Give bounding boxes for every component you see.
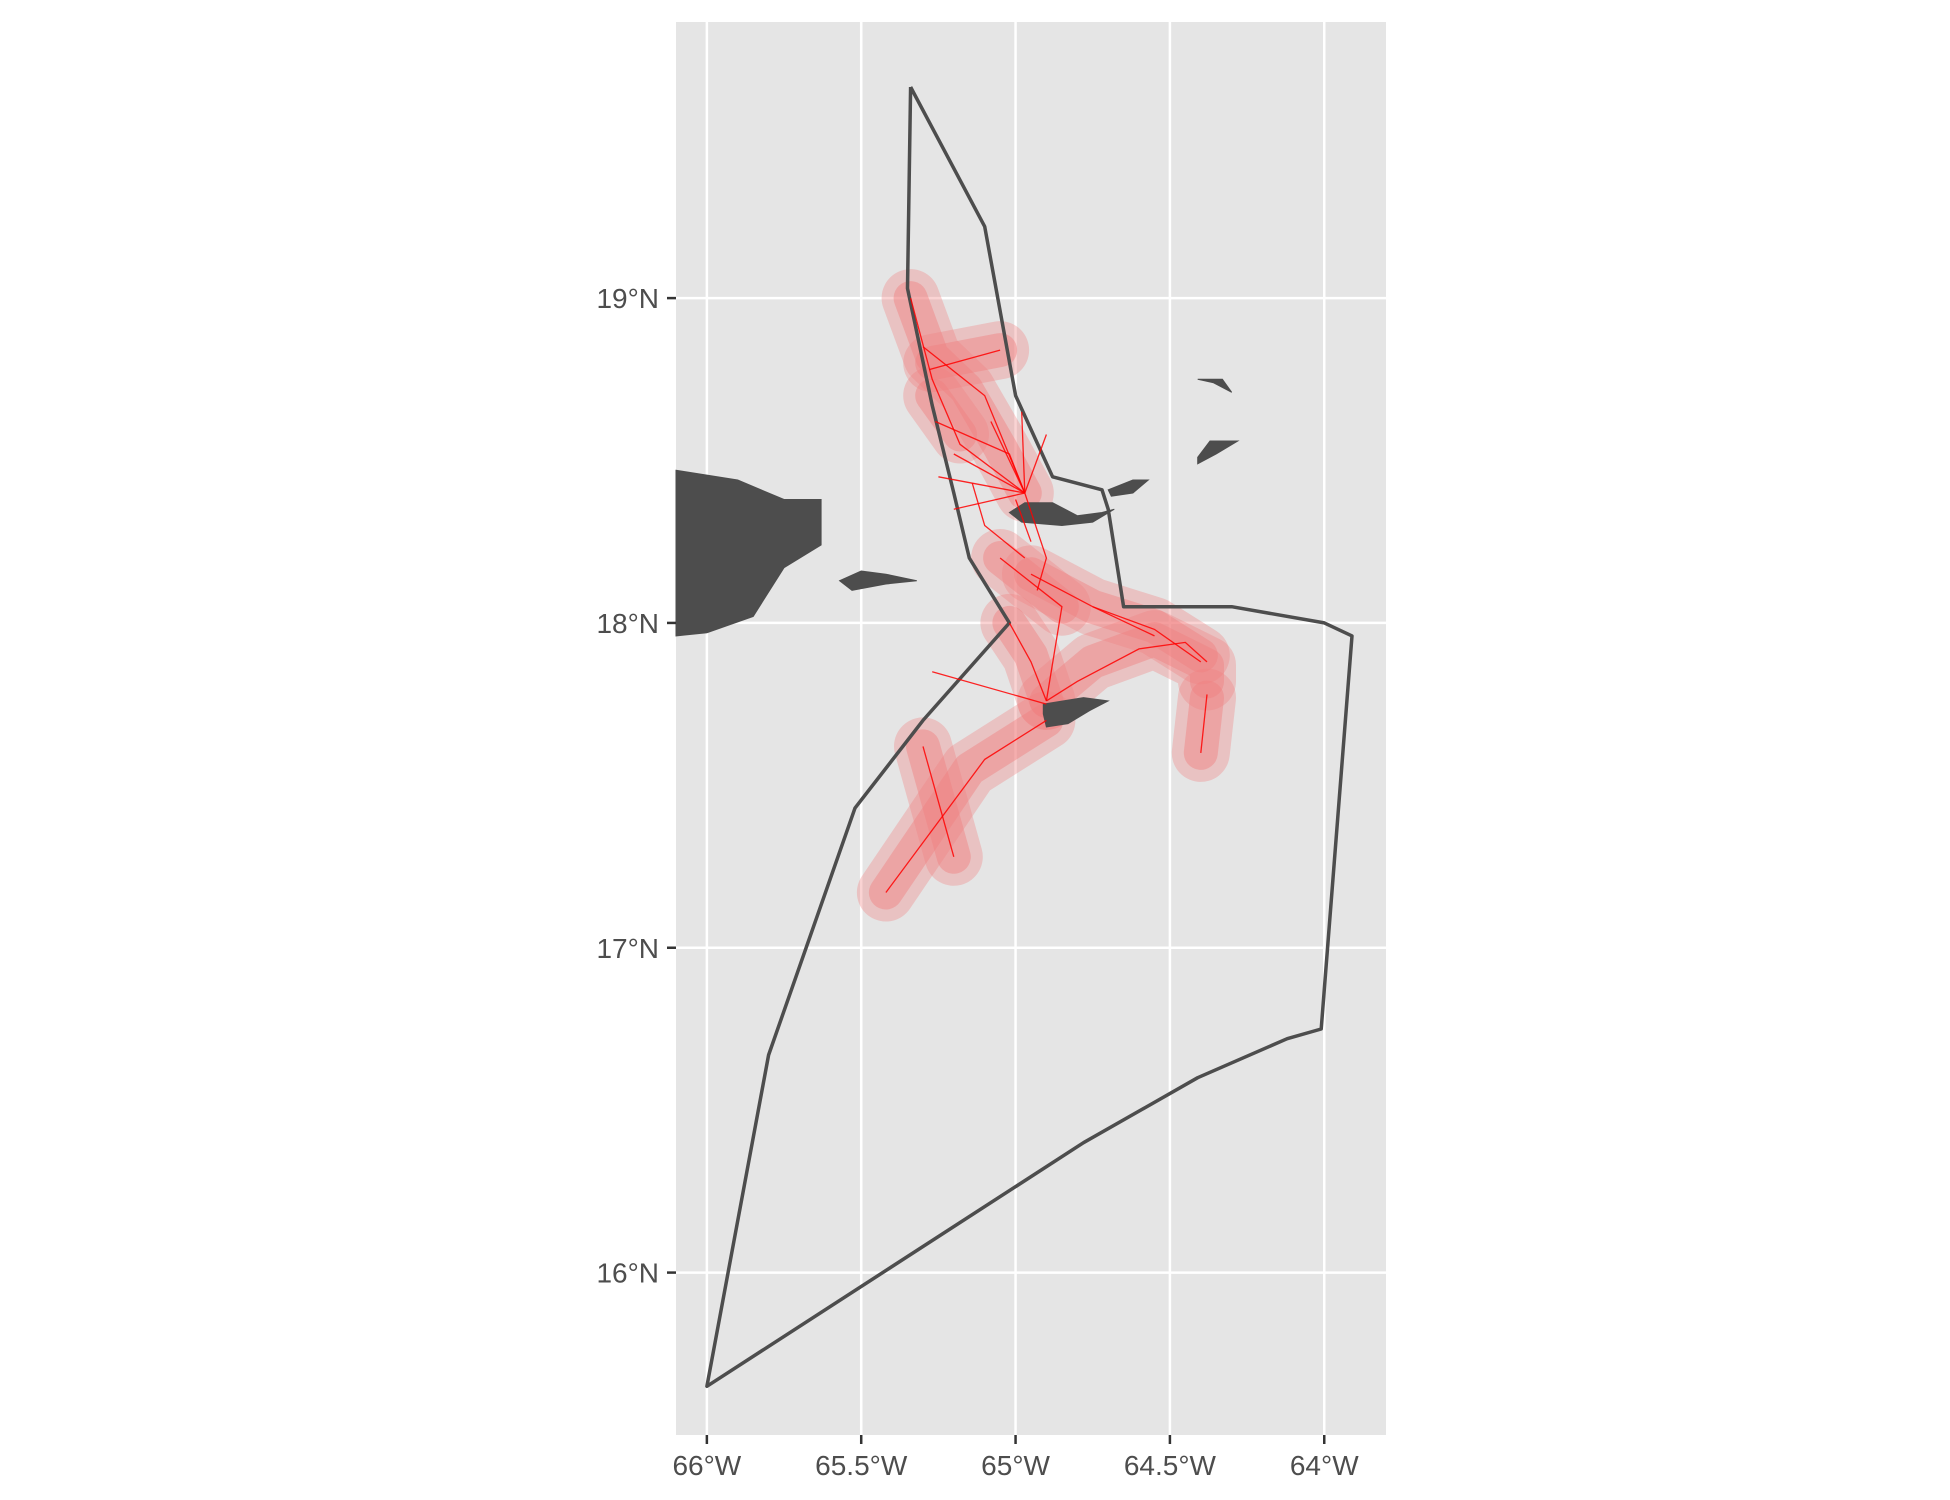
route-line-5 xyxy=(938,476,1025,494)
buffer-zone-inner-4 xyxy=(1029,622,1224,718)
buffer-zone-outer-2 xyxy=(903,366,989,464)
y-tick-label-3: 19°N xyxy=(596,283,659,314)
route-line-11 xyxy=(1014,499,1032,542)
x-tick-label-2: 65°W xyxy=(981,1450,1050,1481)
route-line-18 xyxy=(885,719,1047,893)
x-tick-label-4: 64°W xyxy=(1290,1450,1359,1481)
land-mass-5 xyxy=(1197,440,1240,465)
map-panel-background xyxy=(676,22,1386,1435)
land-mass-0 xyxy=(675,469,822,637)
axes: 66°W 65.5°W 65°W 64.5°W 64°W 16°N 17°N 18°N 19°N xyxy=(596,283,1359,1481)
route-line-16 xyxy=(1030,573,1202,663)
buffer-zone-outer-3 xyxy=(980,593,1076,730)
route-line-6 xyxy=(953,492,1025,510)
route-line-13 xyxy=(1008,622,1048,702)
land-mass-4 xyxy=(1107,479,1150,497)
y-tick-label-2: 18°N xyxy=(596,608,659,639)
route-line-8 xyxy=(1021,411,1026,494)
route-line-7 xyxy=(990,421,1026,494)
route-line-19 xyxy=(922,746,955,857)
x-tick-label-3: 64.5°W xyxy=(1124,1450,1217,1481)
buffer-zone-outer-1 xyxy=(903,321,1030,393)
graticule-grid xyxy=(676,22,1386,1435)
route-line-20 xyxy=(932,671,1047,705)
route-line-21 xyxy=(1200,694,1208,753)
x-tick-label-0: 66°W xyxy=(672,1450,741,1481)
route-line-15 xyxy=(1046,641,1208,702)
y-tick-label-0: 16°N xyxy=(596,1258,659,1289)
buffer-zone-inner-2 xyxy=(915,378,977,452)
boundary-outline xyxy=(705,86,1354,1389)
route-line-12 xyxy=(971,483,1026,559)
route-line-1 xyxy=(928,349,1001,371)
route-line-17 xyxy=(1092,606,1155,637)
y-tick-label-1: 17°N xyxy=(596,933,659,964)
land-masses xyxy=(675,378,1240,728)
buffer-zone-outer-0 xyxy=(881,269,1054,522)
route-line-0 xyxy=(909,297,1026,494)
buffer-zone-outer-4 xyxy=(1017,610,1236,730)
route-lines xyxy=(885,297,1208,893)
land-mass-1 xyxy=(838,570,917,591)
route-line-9 xyxy=(1024,434,1048,494)
land-mass-6 xyxy=(1197,378,1233,393)
route-line-14 xyxy=(999,557,1063,702)
buffer-zone-inner-3 xyxy=(992,605,1064,718)
buffer-zone-inner-1 xyxy=(915,333,1018,381)
route-line-4 xyxy=(953,453,1026,494)
land-mass-3 xyxy=(1042,697,1110,728)
buffer-zone-inner-0 xyxy=(893,281,1042,510)
x-tick-label-1: 65.5°W xyxy=(815,1450,908,1481)
territorial-boundary xyxy=(705,86,1354,1389)
land-mass-2 xyxy=(1008,502,1115,527)
route-line-3 xyxy=(935,420,1026,494)
